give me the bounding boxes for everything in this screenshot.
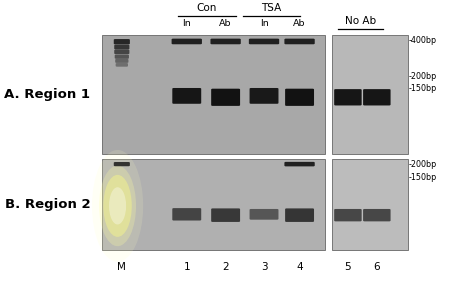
FancyBboxPatch shape xyxy=(363,209,391,221)
Text: -200bp: -200bp xyxy=(409,72,438,81)
Bar xyxy=(332,159,408,250)
Text: In: In xyxy=(260,19,268,28)
Bar xyxy=(332,35,408,154)
Bar xyxy=(102,159,325,250)
FancyBboxPatch shape xyxy=(114,45,129,50)
Ellipse shape xyxy=(99,166,136,246)
FancyBboxPatch shape xyxy=(284,39,315,44)
FancyBboxPatch shape xyxy=(114,50,129,54)
FancyBboxPatch shape xyxy=(334,209,362,221)
Text: 1: 1 xyxy=(183,262,190,272)
Text: -150bp: -150bp xyxy=(409,84,438,93)
FancyBboxPatch shape xyxy=(116,63,128,67)
FancyBboxPatch shape xyxy=(114,162,130,166)
FancyBboxPatch shape xyxy=(250,88,279,104)
Text: 3: 3 xyxy=(261,262,267,272)
FancyBboxPatch shape xyxy=(173,88,201,104)
Text: 5: 5 xyxy=(345,262,351,272)
Ellipse shape xyxy=(109,187,126,224)
Text: TSA: TSA xyxy=(261,3,281,13)
Text: A. Region 1: A. Region 1 xyxy=(4,88,91,101)
FancyBboxPatch shape xyxy=(211,208,240,222)
Bar xyxy=(102,35,325,154)
FancyBboxPatch shape xyxy=(172,39,202,44)
FancyBboxPatch shape xyxy=(250,209,279,220)
Text: No Ab: No Ab xyxy=(345,16,376,26)
FancyBboxPatch shape xyxy=(284,162,315,166)
Text: 6: 6 xyxy=(374,262,380,272)
FancyBboxPatch shape xyxy=(334,89,362,105)
Ellipse shape xyxy=(103,175,132,237)
FancyBboxPatch shape xyxy=(114,39,130,44)
FancyBboxPatch shape xyxy=(173,208,201,221)
Ellipse shape xyxy=(92,150,143,262)
FancyBboxPatch shape xyxy=(249,39,279,44)
FancyBboxPatch shape xyxy=(210,39,241,44)
Text: Ab: Ab xyxy=(293,19,306,28)
Text: M: M xyxy=(118,262,126,272)
Text: Con: Con xyxy=(196,3,216,13)
FancyBboxPatch shape xyxy=(115,54,129,59)
FancyBboxPatch shape xyxy=(211,89,240,106)
Text: 4: 4 xyxy=(296,262,303,272)
FancyBboxPatch shape xyxy=(285,208,314,222)
FancyBboxPatch shape xyxy=(115,59,128,63)
Text: -150bp: -150bp xyxy=(409,173,438,182)
FancyBboxPatch shape xyxy=(285,89,314,106)
Text: Ab: Ab xyxy=(219,19,232,28)
Text: In: In xyxy=(182,19,191,28)
Text: 2: 2 xyxy=(222,262,229,272)
Text: -200bp: -200bp xyxy=(409,160,438,169)
FancyBboxPatch shape xyxy=(363,89,391,105)
Text: -400bp: -400bp xyxy=(409,36,437,45)
Text: B. Region 2: B. Region 2 xyxy=(5,198,90,211)
